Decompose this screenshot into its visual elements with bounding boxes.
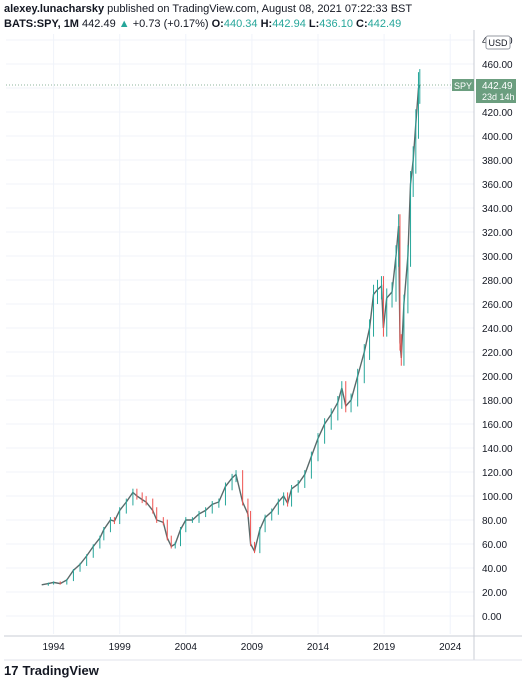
symbol-line: BATS:SPY, 1M 442.49 ▲ +0.73 (+0.17%) O:4… <box>4 17 522 32</box>
y-tick-label: 80.00 <box>482 516 507 527</box>
y-tick-label: 220.00 <box>482 348 513 359</box>
x-axis-ticks: 1994 1999 2004 2009 2014 2019 2024 <box>42 642 461 653</box>
low-value: 436.10 <box>319 18 353 30</box>
high-value: 442.94 <box>272 18 306 30</box>
close-label: C: <box>356 18 368 30</box>
x-tick-label: 2024 <box>439 642 462 653</box>
y-tick-label: 460.00 <box>482 60 513 71</box>
x-tick-label: 2004 <box>175 642 198 653</box>
low-label: L: <box>308 18 320 30</box>
y-tick-label: 180.00 <box>482 396 513 407</box>
symbol-label[interactable]: BATS:SPY, 1M <box>4 18 79 30</box>
y-tick-label: 340.00 <box>482 204 513 215</box>
open-value: 440.34 <box>223 18 258 30</box>
publish-line: alexey.lunacharsky published on TradingV… <box>4 2 522 17</box>
currency-box <box>485 35 511 50</box>
y-tick-label: 60.00 <box>482 540 507 551</box>
chart-axes <box>4 30 522 661</box>
price-tag-bg <box>476 79 516 104</box>
y-tick-label: 380.00 <box>482 156 513 167</box>
footer-brand: 17 TradingView <box>4 663 99 678</box>
y-tick-label: 400.00 <box>482 132 513 143</box>
y-tick-label: 40.00 <box>482 564 507 575</box>
symbol-tag-bg <box>452 79 474 92</box>
publish-text: published on TradingView.com, August 08,… <box>107 3 413 15</box>
y-tick-label: 20.00 <box>482 588 507 599</box>
chart-grid <box>6 34 474 634</box>
y-tick-label: 120.00 <box>482 468 513 479</box>
countdown-label: 23d 14h <box>482 92 515 102</box>
tradingview-logo-icon[interactable]: 17 <box>4 663 19 678</box>
chart-header: alexey.lunacharsky published on TradingV… <box>4 2 522 32</box>
x-tick-label: 2014 <box>307 642 330 653</box>
y-tick-label: 320.00 <box>482 228 513 239</box>
price-tag-value: 442.49 <box>482 81 513 92</box>
y-tick-label: 140.00 <box>482 444 513 455</box>
price-series <box>41 69 421 586</box>
change-up-icon: ▲ <box>118 18 130 30</box>
open-label: O: <box>211 18 224 30</box>
symbol-tag-label: SPY <box>454 81 472 91</box>
price-line <box>41 84 421 586</box>
x-tick-label: 2009 <box>241 642 264 653</box>
y-tick-label: 100.00 <box>482 492 513 503</box>
y-axis-ticks: 0.00 20.00 40.00 60.00 80.00 100.00 120.00 140.… <box>482 35 513 623</box>
x-tick-label: 2019 <box>373 642 396 653</box>
y-tick-label: 160.00 <box>482 420 513 431</box>
last-price: 442.49 <box>82 18 116 30</box>
y-tick-label: 300.00 <box>482 252 513 263</box>
y-tick-label: 200.00 <box>482 372 513 383</box>
y-tick-label: 420.00 <box>482 108 513 119</box>
y-tick-label: 260.00 <box>482 300 513 311</box>
y-tick-label: 0.00 <box>482 612 502 623</box>
x-tick-label: 1994 <box>42 642 65 653</box>
y-tick-label: 360.00 <box>482 180 513 191</box>
author-name[interactable]: alexey.lunacharsky <box>4 3 105 15</box>
change-value: +0.73 (+0.17%) <box>132 18 209 30</box>
tradingview-brand[interactable]: TradingView <box>22 663 99 678</box>
high-label: H: <box>260 18 273 30</box>
x-tick-label: 1999 <box>109 642 132 653</box>
close-value: 442.49 <box>367 18 402 30</box>
y-tick-label: 240.00 <box>482 324 513 335</box>
currency-label: USD <box>488 38 508 48</box>
y-tick-label: 280.00 <box>482 276 513 287</box>
